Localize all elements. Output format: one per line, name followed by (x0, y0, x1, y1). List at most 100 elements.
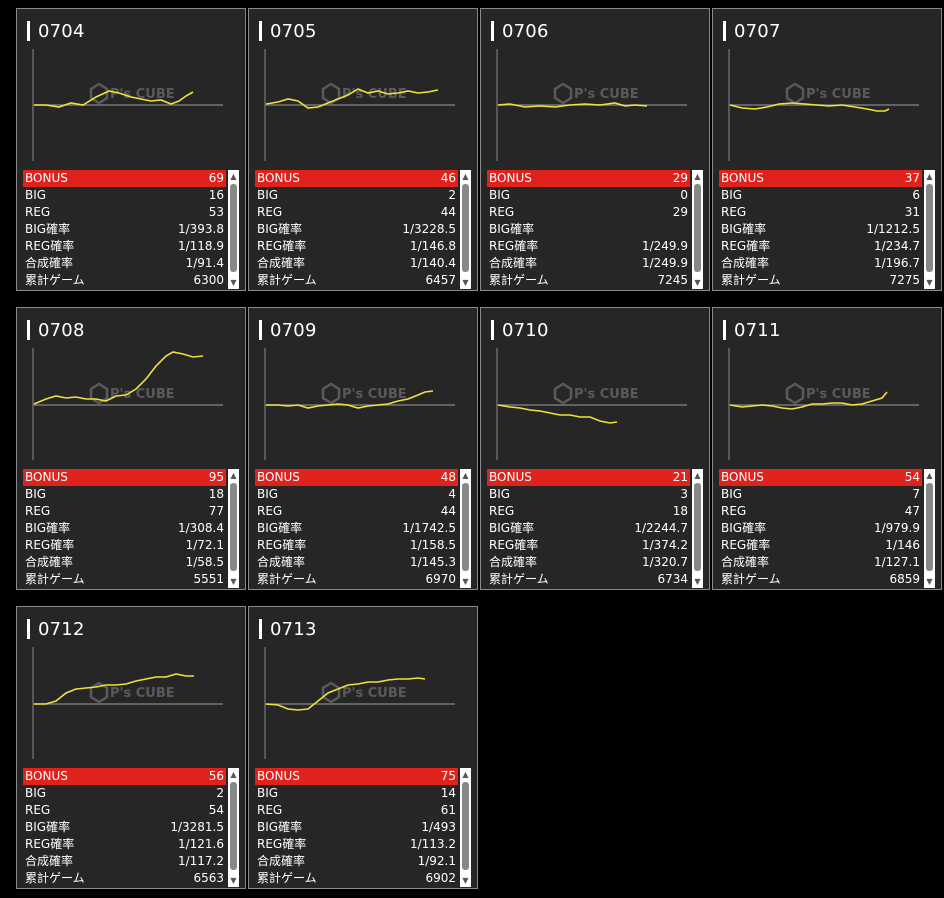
stat-row-big-rate: BIG確率 1/493 (255, 819, 458, 836)
stat-row-big: BIG 18 (23, 486, 226, 503)
stat-row-total-rate: 合成確率 1/140.4 (255, 255, 458, 272)
stat-value: 21 (672, 470, 688, 484)
stat-value: 1/121.6 (177, 837, 224, 851)
machine-card-0710: 0710 P's CUBE BONUS 21 BIG 3 REG 18 BIG確率 1/2244.… (480, 307, 710, 590)
scroll-up-icon[interactable]: ▲ (694, 471, 701, 480)
stats-scrollbar[interactable]: ▲ ▼ (228, 768, 239, 887)
scroll-thumb[interactable] (230, 184, 237, 272)
stat-row-big: BIG 7 (719, 486, 922, 503)
scroll-down-icon[interactable]: ▼ (462, 278, 469, 287)
stats-scrollbar[interactable]: ▲ ▼ (228, 170, 239, 289)
scroll-thumb[interactable] (462, 184, 469, 272)
scroll-thumb[interactable] (462, 483, 469, 571)
stat-label: BIG (25, 188, 47, 202)
stats-scrollbar[interactable]: ▲ ▼ (692, 469, 703, 588)
scroll-up-icon[interactable]: ▲ (694, 172, 701, 181)
scroll-thumb[interactable] (694, 184, 701, 272)
stat-value: 1/58.5 (185, 555, 224, 569)
scroll-up-icon[interactable]: ▲ (230, 172, 237, 181)
scroll-thumb[interactable] (926, 184, 933, 272)
scroll-thumb[interactable] (926, 483, 933, 571)
stat-row-reg: REG 47 (719, 503, 922, 520)
card-title: 0705 (259, 19, 317, 43)
slump-graph: P's CUBE (728, 348, 919, 460)
machine-number: 0705 (270, 20, 317, 42)
stat-label: REG (257, 504, 283, 518)
scroll-down-icon[interactable]: ▼ (926, 577, 933, 586)
machine-card-0707: 0707 P's CUBE BONUS 37 BIG 6 REG 31 BIG確率 1/1212.… (712, 8, 942, 291)
stats-scrollbar[interactable]: ▲ ▼ (460, 469, 471, 588)
scroll-down-icon[interactable]: ▼ (462, 577, 469, 586)
stat-row-total-rate: 合成確率 1/196.7 (719, 255, 922, 272)
scroll-up-icon[interactable]: ▲ (926, 471, 933, 480)
stats-scrollbar[interactable]: ▲ ▼ (460, 768, 471, 887)
stats-table: BONUS 54 BIG 7 REG 47 BIG確率 1/979.9 REG確率 1/146 合成… (719, 469, 922, 588)
scroll-thumb[interactable] (230, 782, 237, 870)
scroll-up-icon[interactable]: ▲ (230, 471, 237, 480)
title-marker (259, 619, 262, 639)
machine-number: 0709 (270, 319, 317, 341)
title-marker (723, 21, 726, 41)
scroll-down-icon[interactable]: ▼ (230, 876, 237, 885)
payout-line (729, 102, 890, 112)
stat-row-total-rate: 合成確率 1/58.5 (23, 554, 226, 571)
stat-label: BONUS (25, 171, 68, 185)
stat-value: 6457 (425, 273, 456, 287)
machine-card-0709: 0709 P's CUBE BONUS 48 BIG 4 REG 44 BIG確率 1/1742.… (248, 307, 478, 590)
stat-label: BIG (257, 786, 279, 800)
stat-value: 1/118.9 (177, 239, 224, 253)
scroll-down-icon[interactable]: ▼ (462, 876, 469, 885)
stats-table: BONUS 95 BIG 18 REG 77 BIG確率 1/308.4 REG確率 1/72.1… (23, 469, 226, 588)
stat-row-reg-rate: REG確率 1/146.8 (255, 238, 458, 255)
stat-label: BONUS (25, 470, 68, 484)
stat-row-bonus: BONUS 29 (487, 170, 690, 187)
scroll-thumb[interactable] (462, 782, 469, 870)
stats-scrollbar[interactable]: ▲ ▼ (460, 170, 471, 289)
stat-label: BIG (257, 487, 279, 501)
stat-label: REG確率 (257, 837, 307, 851)
card-title: 0706 (491, 19, 549, 43)
slump-graph: P's CUBE (728, 49, 919, 161)
stat-label: BONUS (25, 769, 68, 783)
scroll-up-icon[interactable]: ▲ (462, 770, 469, 779)
scroll-down-icon[interactable]: ▼ (694, 278, 701, 287)
scroll-down-icon[interactable]: ▼ (694, 577, 701, 586)
stats-table: BONUS 29 BIG 0 REG 29 BIG確率 REG確率 1/249.9 合成確率 1/2… (487, 170, 690, 289)
stat-row-games: 累計ゲーム 7275 (719, 272, 922, 289)
stat-value: 1/1212.5 (866, 222, 920, 236)
scroll-thumb[interactable] (230, 483, 237, 571)
stats-scrollbar[interactable]: ▲ ▼ (228, 469, 239, 588)
stat-value: 14 (440, 786, 456, 800)
scroll-up-icon[interactable]: ▲ (462, 471, 469, 480)
stats-scrollbar[interactable]: ▲ ▼ (924, 170, 935, 289)
stats-scrollbar[interactable]: ▲ ▼ (692, 170, 703, 289)
scroll-up-icon[interactable]: ▲ (926, 172, 933, 181)
stat-label: 合成確率 (721, 256, 770, 270)
scroll-down-icon[interactable]: ▼ (230, 577, 237, 586)
scroll-up-icon[interactable]: ▲ (462, 172, 469, 181)
machine-number: 0708 (38, 319, 85, 341)
stat-label: REG (257, 803, 283, 817)
stat-label: 合成確率 (25, 256, 74, 270)
stat-value: 1/92.1 (417, 854, 456, 868)
stats-table: BONUS 69 BIG 16 REG 53 BIG確率 1/393.8 REG確率 1/118.… (23, 170, 226, 289)
scroll-down-icon[interactable]: ▼ (926, 278, 933, 287)
machine-card-0704: 0704 P's CUBE BONUS 69 BIG 16 REG 53 BIG確率 1/393.… (16, 8, 246, 291)
stat-row-bonus: BONUS 48 (255, 469, 458, 486)
stat-value: 5551 (193, 572, 224, 586)
machine-card-0708: 0708 P's CUBE BONUS 95 BIG 18 REG 77 BIG確率 1/308.… (16, 307, 246, 590)
stat-value: 18 (208, 487, 224, 501)
stat-label: REG (489, 205, 515, 219)
watermark-text: P's CUBE (342, 387, 407, 402)
scroll-thumb[interactable] (694, 483, 701, 571)
stat-value: 1/127.1 (873, 555, 920, 569)
stat-value: 48 (440, 470, 456, 484)
watermark-text: P's CUBE (574, 387, 639, 402)
stat-label: REG (257, 205, 283, 219)
watermark-logo: P's CUBE (553, 82, 639, 105)
stats-scrollbar[interactable]: ▲ ▼ (924, 469, 935, 588)
scroll-up-icon[interactable]: ▲ (230, 770, 237, 779)
stat-row-big: BIG 14 (255, 785, 458, 802)
scroll-down-icon[interactable]: ▼ (230, 278, 237, 287)
stat-label: REG確率 (257, 239, 307, 253)
